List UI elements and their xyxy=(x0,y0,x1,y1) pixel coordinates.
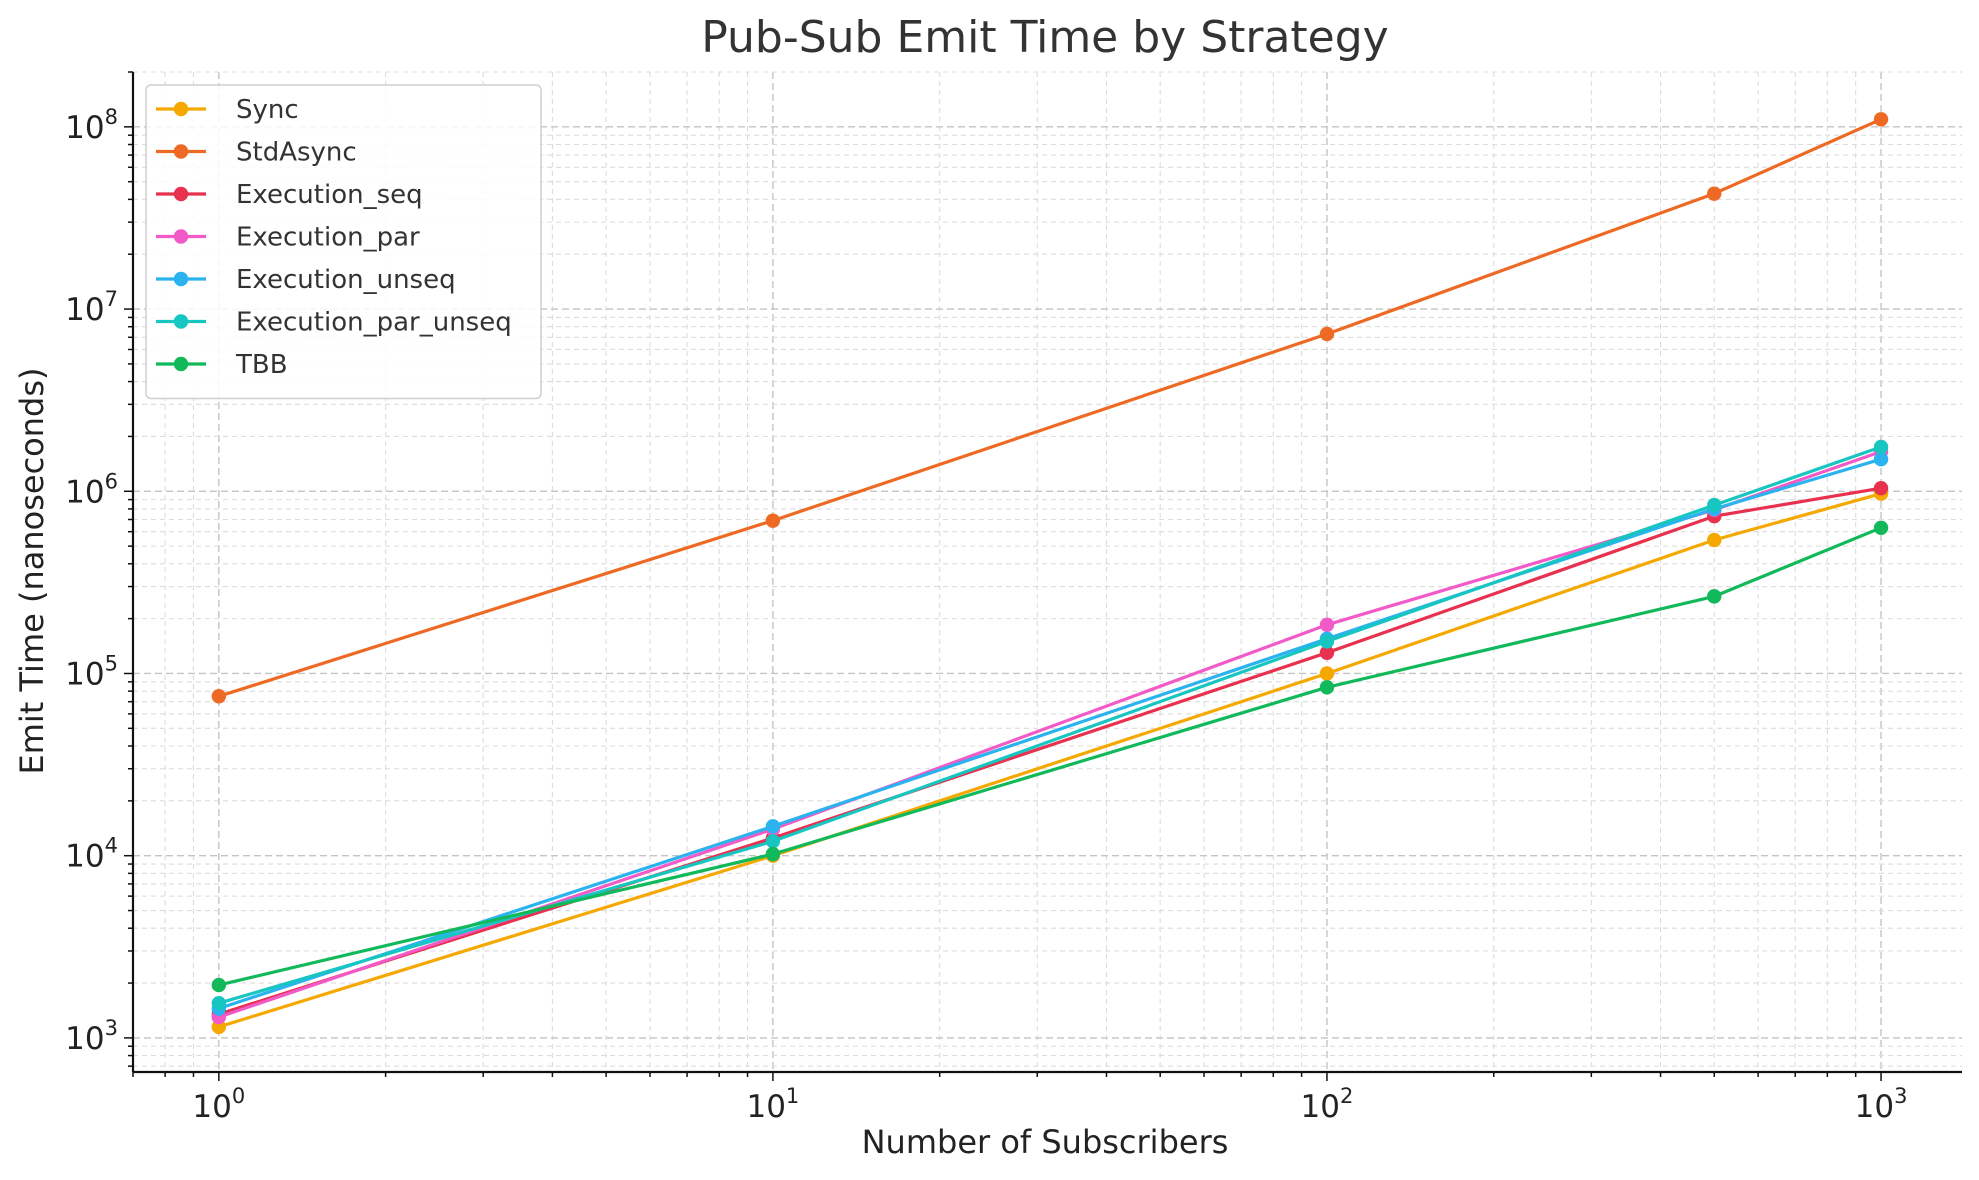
data-point-execution-par-unseq xyxy=(765,834,781,849)
y-tick-label: 107 xyxy=(65,287,118,328)
chart-title: Pub-Sub Emit Time by Strategy xyxy=(701,12,1388,63)
legend-label-execution-unseq: Execution_unseq xyxy=(236,265,456,295)
legend-marker-execution-unseq xyxy=(173,271,189,287)
axes xyxy=(124,71,1962,1081)
legend-marker-sync xyxy=(173,101,189,117)
data-point-execution-unseq xyxy=(765,819,781,834)
data-point-sync xyxy=(1319,666,1335,681)
data-point-stdasync xyxy=(765,513,781,528)
legend-label-execution-seq: Execution_seq xyxy=(236,180,423,210)
y-tick-label: 108 xyxy=(65,105,118,146)
series-line-execution-par-unseq xyxy=(218,445,1882,1005)
data-point-tbb xyxy=(1873,520,1889,536)
y-tick-label: 105 xyxy=(65,651,118,692)
data-point-stdasync xyxy=(1707,186,1722,201)
data-point-stdasync xyxy=(211,689,227,704)
data-point-execution-par-unseq xyxy=(1319,634,1335,649)
tick-labels: 100 101 102 103 103 104 105 106 107 108 xyxy=(65,105,1907,1125)
legend-label-sync: Sync xyxy=(236,95,299,125)
legend-box xyxy=(145,84,542,400)
data-point-execution-seq xyxy=(1873,480,1889,496)
series-line-tbb xyxy=(218,526,1882,987)
y-tick-label: 104 xyxy=(65,834,118,875)
x-tick-label: 100 xyxy=(192,1084,245,1125)
data-point-stdasync xyxy=(1319,326,1335,342)
data-point-tbb xyxy=(765,846,781,862)
x-tick-label: 103 xyxy=(1855,1084,1908,1125)
data-point-stdasync xyxy=(1873,112,1889,127)
data-point-tbb xyxy=(211,977,227,993)
legend-marker-execution-par xyxy=(173,229,189,244)
data-point-execution-par-unseq xyxy=(1707,497,1722,513)
data-point-execution-seq xyxy=(1319,645,1335,660)
x-tick-label: 101 xyxy=(746,1084,799,1125)
legend-marker-execution-seq xyxy=(173,186,189,202)
legend-label-tbb: TBB xyxy=(235,350,288,380)
legend-marker-stdasync xyxy=(173,144,189,159)
x-tick-label: 102 xyxy=(1301,1084,1354,1125)
data-point-execution-par-unseq xyxy=(1873,439,1889,455)
legend-marker-execution-par-unseq xyxy=(173,314,189,329)
y-axis-label: Emit Time (nanoseconds) xyxy=(13,368,51,775)
data-point-tbb xyxy=(1707,589,1722,604)
legend-label-execution-par-unseq: Execution_par_unseq xyxy=(236,308,512,338)
y-tick-label: 103 xyxy=(65,1016,118,1057)
legend-marker-tbb xyxy=(173,356,189,372)
series-lines xyxy=(211,112,1889,1035)
data-point-execution-par-unseq xyxy=(211,996,227,1011)
data-point-sync xyxy=(1707,532,1722,548)
x-axis-label: Number of Subscribers xyxy=(862,1123,1229,1161)
legend: Sync StdAsync Execution_seq Execution_par Ex… xyxy=(145,84,542,400)
data-point-execution-unseq xyxy=(1873,451,1889,467)
series-line-sync xyxy=(218,492,1882,1029)
data-point-execution-par xyxy=(1319,617,1335,633)
legend-label-execution-par: Execution_par xyxy=(236,223,420,253)
legend-label-stdasync: StdAsync xyxy=(236,138,357,168)
data-point-tbb xyxy=(1319,680,1335,695)
y-tick-label: 106 xyxy=(65,469,118,510)
